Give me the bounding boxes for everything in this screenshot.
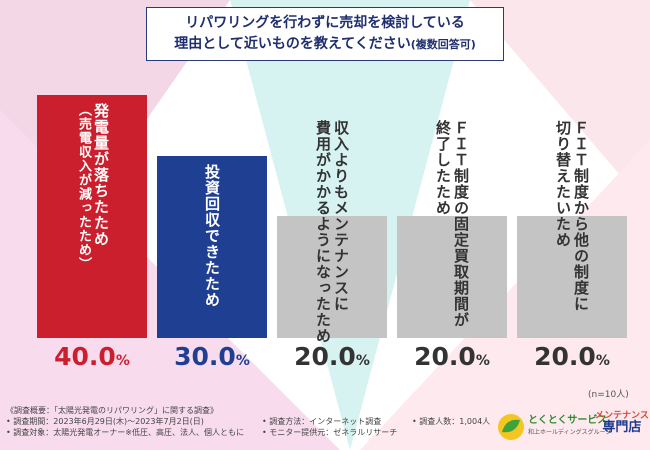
sample-size-label: (n=10人) <box>588 390 629 400</box>
footer-line: • 調査対象：太陽光発電オーナー※低圧、高圧、法人、個人ともに <box>6 428 244 437</box>
bar-label-line: 発電量が落ちたため <box>92 103 110 247</box>
chart-title: リパワリングを行わずに売却を検討している 理由として近いものを教えてください(複… <box>146 7 504 61</box>
value-number: 20.0 <box>534 342 596 371</box>
title-line-2-main: 理由として近いものを教えてください <box>174 36 411 52</box>
value-unit: % <box>595 353 610 369</box>
bar-label-1: 発電量が落ちたため （売電収入が減ったため） <box>74 103 110 271</box>
logo-right-top: メンテナンス <box>595 411 649 421</box>
company-logo: とくとくサービス 和上ホールディングスグループ メンテナンス 専門店 <box>494 408 649 446</box>
bar-label-line: 費用がかかるようになったため <box>314 120 332 344</box>
value-label-3: 20.0% <box>277 342 387 371</box>
bar-label-line: 終了したため <box>434 120 452 216</box>
title-line-1: リパワリングを行わずに売却を検討している <box>185 15 465 31</box>
footer-survey-count: • 調査人数：1,004人 <box>412 416 490 427</box>
footer-survey-overview: 《調査概要：「太陽光発電のリパワリング」に関する調査》 • 調査期間：2023年… <box>6 405 244 438</box>
leaf-logo-icon <box>498 414 524 440</box>
logo-maintenance-text: メンテナンス 専門店 <box>595 410 649 434</box>
bar-3 <box>277 216 387 338</box>
bar-label-line: ＦＩＴ制度の固定買取期間が <box>452 120 470 328</box>
bar-label-line: 投資回収できたため <box>203 164 221 308</box>
value-unit: % <box>475 353 490 369</box>
title-line-2: 理由として近いものを教えてください(複数回答可) <box>174 34 476 55</box>
bar-label-5: ＦＩＴ制度から他の制度に 切り替えたいため <box>554 120 590 312</box>
title-note: (複数回答可) <box>410 38 476 51</box>
logo-right-bottom: 専門店 <box>602 420 642 435</box>
footer-survey-method: • 調査方法：インターネット調査 • モニター提供元：ゼネラルリサーチ <box>262 416 397 438</box>
value-number: 30.0 <box>174 342 236 371</box>
bar-label-line: 切り替えたいため <box>554 120 572 248</box>
footer-line: • モニター提供元：ゼネラルリサーチ <box>262 428 398 437</box>
value-number: 20.0 <box>414 342 476 371</box>
value-unit: % <box>235 353 250 369</box>
bar-label-4: ＦＩＴ制度の固定買取期間が 終了したため <box>434 120 470 328</box>
logo-company-name: とくとくサービス <box>528 415 608 426</box>
bar-5 <box>517 216 627 338</box>
footer-line: 《調査概要：「太陽光発電のリパワリング」に関する調査》 <box>6 406 218 415</box>
value-label-5: 20.0% <box>517 342 627 371</box>
footer-line: • 調査期間：2023年6月29日(木)～2023年7月2日(日) <box>6 417 204 426</box>
bar-2 <box>157 156 267 338</box>
bar-label-3: 収入よりもメンテナンスに 費用がかかるようになったため <box>314 120 350 344</box>
value-unit: % <box>115 353 130 369</box>
bar-4 <box>397 216 507 338</box>
value-label-4: 20.0% <box>397 342 507 371</box>
logo-subtitle: 和上ホールディングスグループ <box>528 429 612 436</box>
value-number: 40.0 <box>54 342 116 371</box>
footer-line: • 調査方法：インターネット調査 <box>262 417 382 426</box>
value-number: 20.0 <box>294 342 356 371</box>
value-label-2: 30.0% <box>157 342 267 371</box>
value-label-1: 40.0% <box>37 342 147 371</box>
value-unit: % <box>355 353 370 369</box>
bar-label-line: 収入よりもメンテナンスに <box>332 120 350 312</box>
bar-label-line: （売電収入が減ったため） <box>76 103 91 271</box>
bar-label-line: ＦＩＴ制度から他の制度に <box>572 120 590 312</box>
bar-label-2: 投資回収できたため <box>203 164 221 308</box>
bar-1 <box>37 95 147 338</box>
footer-line: • 調査人数：1,004人 <box>412 417 491 426</box>
